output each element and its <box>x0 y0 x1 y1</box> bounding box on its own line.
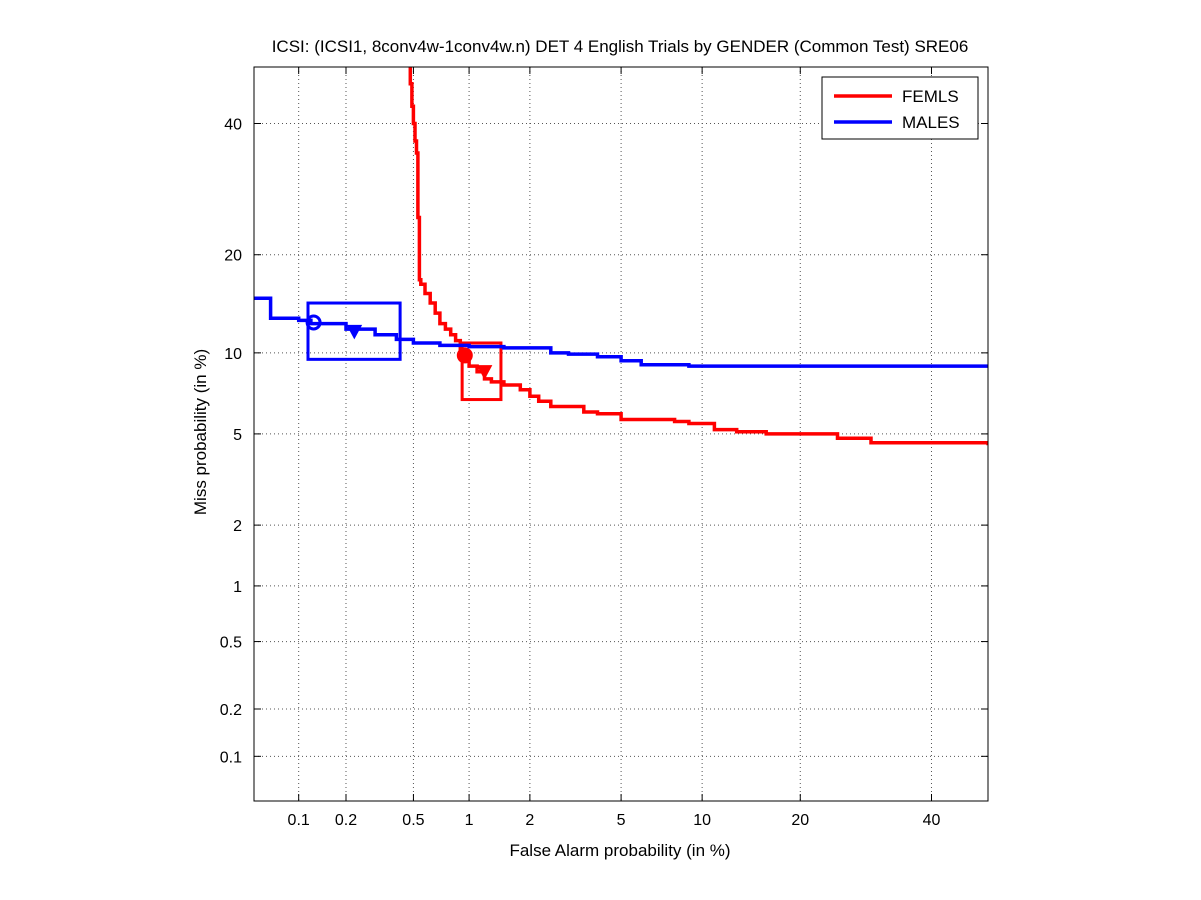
y-axis-label: Miss probability (in %) <box>191 349 210 515</box>
legend: FEMLS MALES <box>821 76 979 140</box>
tick-layer: 0.1 0.2 0.5 1 2 5 10 20 40 0.1 0.2 0.5 1 2 5 10 20 40 <box>220 67 988 829</box>
series-line-males <box>254 296 988 368</box>
plot-area <box>254 67 988 446</box>
x-tick-label: 2 <box>525 812 534 829</box>
x-tick-label: 40 <box>923 812 941 829</box>
y-tick-label: 0.1 <box>220 749 242 766</box>
x-tick-label: 0.5 <box>402 812 424 829</box>
x-tick-label: 0.2 <box>335 812 357 829</box>
x-tick-label: 0.1 <box>288 812 310 829</box>
y-tick-label: 5 <box>233 427 242 444</box>
x-tick-label: 10 <box>693 812 711 829</box>
series-layer <box>254 67 988 446</box>
y-tick-label: 2 <box>233 518 242 535</box>
y-tick-label: 20 <box>224 248 242 265</box>
x-tick-label: 20 <box>791 812 809 829</box>
confidence-box-femls <box>460 341 503 402</box>
x-tick-label: 1 <box>465 812 474 829</box>
actual-decision-point-femls <box>456 347 473 364</box>
chart-title: ICSI: (ICSI1, 8conv4w-1conv4w.n) DET 4 E… <box>272 37 969 56</box>
y-tick-label: 40 <box>224 117 242 134</box>
y-tick-label: 0.5 <box>220 635 242 652</box>
min-dcf-point-femls <box>476 365 493 380</box>
y-tick-label: 10 <box>224 346 242 363</box>
confidence-box-males <box>306 301 402 361</box>
y-tick-label: 0.2 <box>220 702 242 719</box>
legend-box <box>821 76 979 140</box>
legend-label-males: MALES <box>902 113 960 132</box>
actual-decision-point-males <box>305 314 322 331</box>
min-dcf-point-males <box>346 324 363 340</box>
x-tick-label: 5 <box>617 812 626 829</box>
y-tick-label: 1 <box>233 579 242 596</box>
x-axis-label: False Alarm probability (in %) <box>509 841 730 860</box>
legend-label-femls: FEMLS <box>902 87 959 106</box>
